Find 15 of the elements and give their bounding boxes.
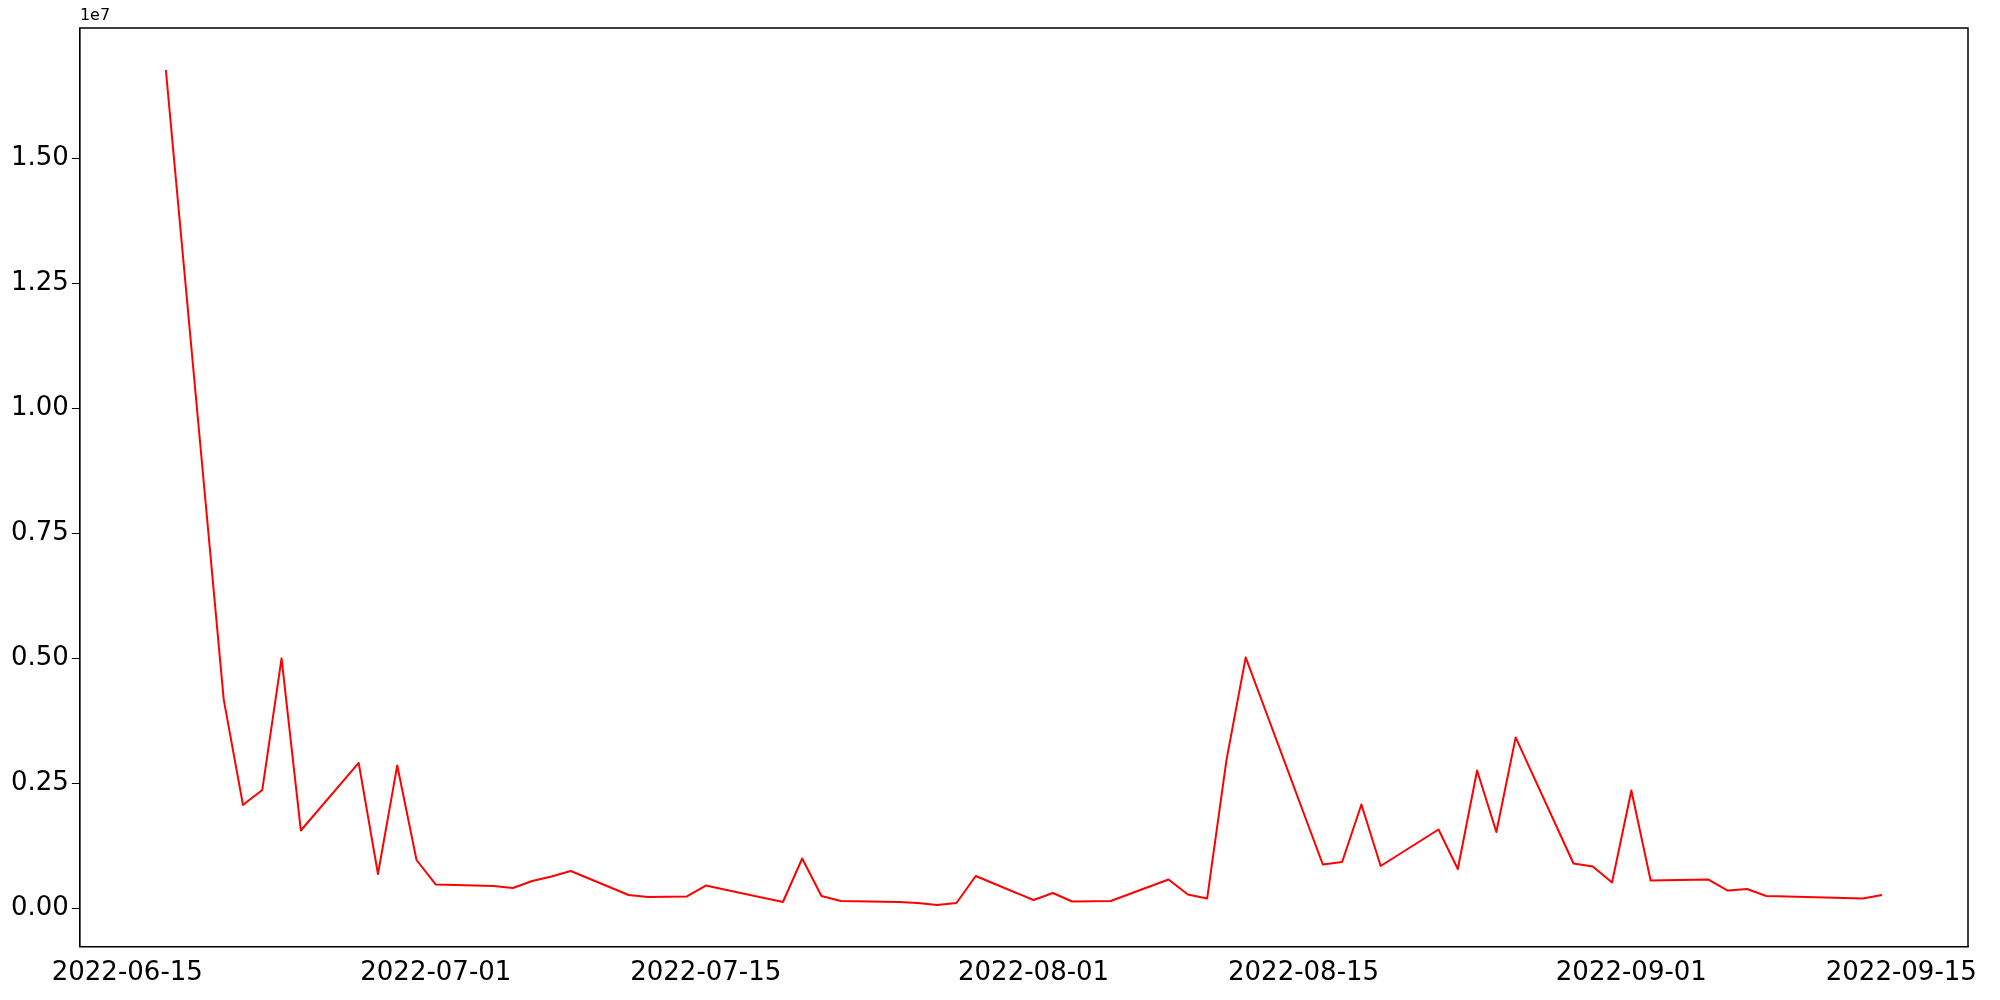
x-tick-label: 2022-09-01 (1555, 956, 1707, 987)
y-tick-label: 1.50 (11, 140, 69, 171)
text: 1e7 (79, 5, 111, 25)
y-tick-label: 0.25 (11, 766, 69, 797)
y-tick-label: 0.75 (11, 516, 69, 547)
x-tick-label: 2022-08-01 (958, 956, 1110, 987)
x-tick-label: 2022-09-15 (1825, 956, 1977, 987)
y-tick-label: 0.00 (11, 891, 69, 922)
y-tick-label: 1.25 (11, 265, 69, 296)
x-tick-label: 2022-07-01 (360, 956, 512, 987)
y-tick-label: 1.00 (11, 390, 69, 421)
x-tick-label: 2022-07-15 (630, 956, 782, 987)
x-tick-label: 2022-08-15 (1227, 956, 1380, 987)
x-tick-label: 2022-06-15 (51, 956, 203, 987)
y-tick-label: 0.50 (11, 641, 69, 672)
